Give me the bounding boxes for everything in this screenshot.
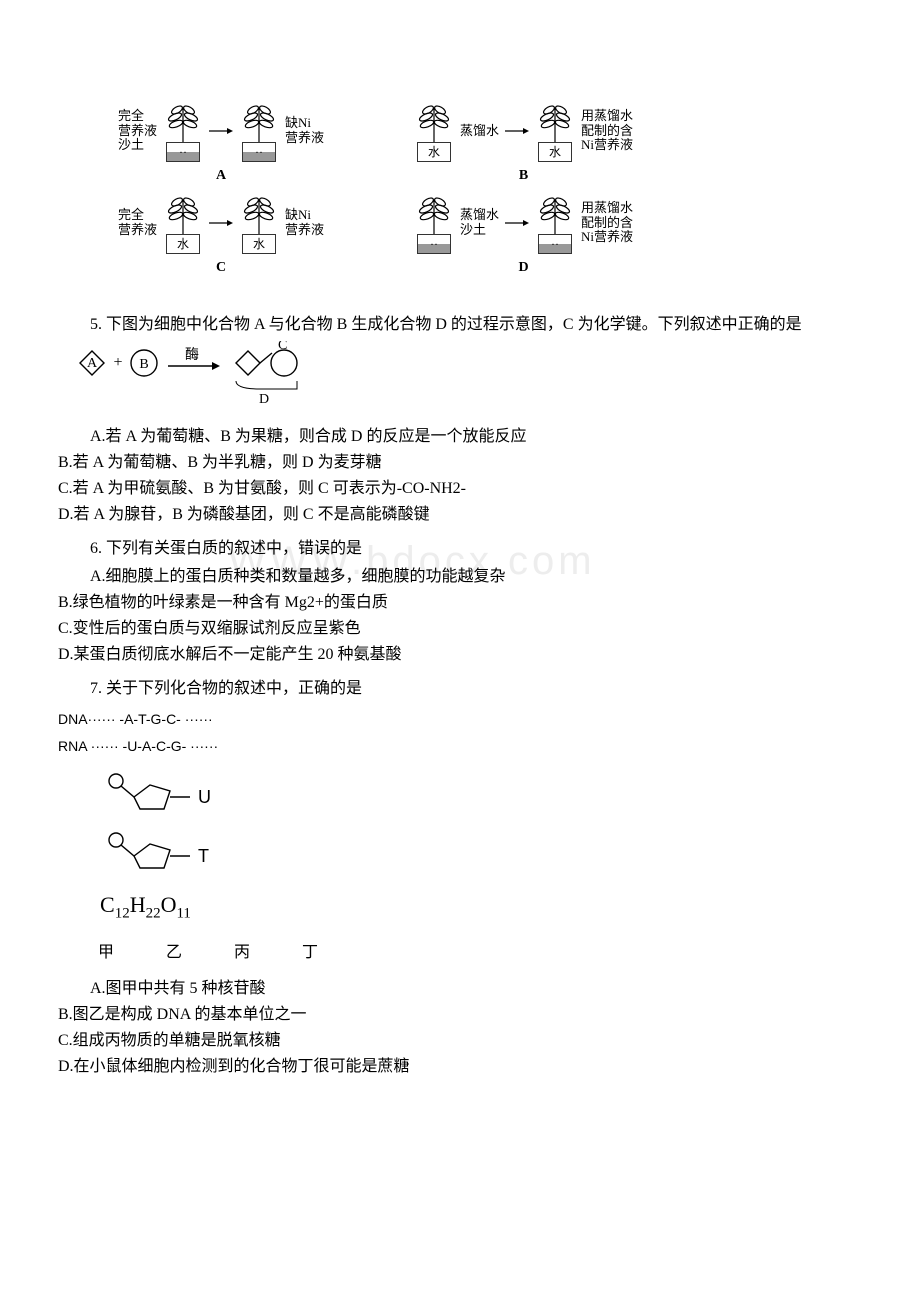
q4-pair-c: 完全 营养液 水 水 缺Ni 营养液 C bbox=[118, 192, 324, 278]
q4-b-left-label: 蒸馏水 bbox=[460, 124, 499, 139]
nuc-u-label: U bbox=[198, 787, 211, 807]
q7-rna: RNA ······ -U-A-C-G- ······ bbox=[58, 733, 862, 760]
q7-opt-b: B.图乙是构成 DNA 的基本单位之一 bbox=[58, 1003, 862, 1027]
q7-label-bing: 丙 bbox=[234, 944, 250, 961]
q6-opt-c: C.变性后的蛋白质与双缩脲试剂反应呈紫色 bbox=[58, 617, 862, 641]
q7-label-yi: 乙 bbox=[166, 944, 182, 961]
q4-pair-a: 完全 营养液 沙土 ·· ·· 缺Ni 营养液 A bbox=[118, 100, 324, 186]
label-text: 用蒸馏水 bbox=[581, 201, 633, 216]
q4-a-left-label: 完全 营养液 沙土 bbox=[118, 109, 157, 154]
q7-formula: C12H22O11 bbox=[100, 888, 862, 925]
q5-figure: A + B 酶 C D bbox=[58, 341, 862, 417]
label-text: 沙土 bbox=[118, 138, 157, 153]
q7-label-ding: 丁 bbox=[302, 944, 318, 961]
pot-label: 水 bbox=[253, 235, 265, 253]
q7-dna-lines: DNA······ -A-T-G-C- ······ RNA ······ -U… bbox=[58, 706, 862, 759]
diag-b-label: B bbox=[139, 357, 148, 372]
arrow-icon bbox=[209, 125, 233, 137]
q6-opt-d: D.某蛋白质彻底水解后不一定能产生 20 种氨基酸 bbox=[58, 643, 862, 667]
svg-text:+: + bbox=[113, 354, 122, 371]
label-text: 营养液 bbox=[118, 223, 157, 238]
q6-opt-b: B.绿色植物的叶绿素是一种含有 Mg2+的蛋白质 bbox=[58, 591, 862, 615]
label-text: 配制的含 bbox=[581, 124, 633, 139]
q4-pair-b: 水 蒸馏水 水 用蒸馏水 配制的含 Ni营养液 B bbox=[414, 100, 633, 186]
q4-a-right-label: 缺Ni 营养液 bbox=[285, 116, 324, 146]
q7-labels: 甲 乙 丙 丁 bbox=[98, 941, 862, 965]
diag-d-label: D bbox=[259, 392, 269, 407]
label-text: 缺Ni bbox=[285, 208, 324, 223]
opt-label-d: D bbox=[518, 257, 528, 278]
label-text: 营养液 bbox=[285, 131, 324, 146]
opt-label-b: B bbox=[519, 165, 528, 186]
q4-row2: 完全 营养液 水 水 缺Ni 营养液 C bbox=[118, 192, 862, 278]
q5-opt-b: B.若 A 为葡萄糖、B 为半乳糖，则 D 为麦芽糖 bbox=[58, 451, 862, 475]
q4-c-left-label: 完全 营养液 bbox=[118, 208, 157, 238]
q7-opt-d: D.在小鼠体细胞内检测到的化合物丁很可能是蔗糖 bbox=[58, 1055, 862, 1079]
label-text: 营养液 bbox=[118, 124, 157, 139]
label-text: 配制的含 bbox=[581, 216, 633, 231]
pot-icon: 水 bbox=[535, 100, 575, 162]
pot-icon: ·· bbox=[414, 192, 454, 254]
q4-d-right-label: 用蒸馏水 配制的含 Ni营养液 bbox=[581, 201, 633, 246]
q5-opt-d: D.若 A 为腺苷，B 为磷酸基团，则 C 不是高能磷酸键 bbox=[58, 503, 862, 527]
diag-c-label: C bbox=[278, 341, 287, 353]
q7-nucleotide-t: T bbox=[98, 828, 862, 882]
q4-row1: 完全 营养液 沙土 ·· ·· 缺Ni 营养液 A bbox=[118, 100, 862, 186]
q5-stem: 5. 下图为细胞中化合物 A 与化合物 B 生成化合物 D 的过程示意图，C 为… bbox=[58, 313, 862, 337]
arrow-icon bbox=[505, 217, 529, 229]
label-text: 完全 bbox=[118, 109, 157, 124]
q5-opt-c: C.若 A 为甲硫氨酸、B 为甘氨酸，则 C 可表示为-CO-NH2- bbox=[58, 477, 862, 501]
diag-a-label: A bbox=[87, 356, 98, 371]
pot-icon: 水 bbox=[414, 100, 454, 162]
label-text: 用蒸馏水 bbox=[581, 109, 633, 124]
opt-label-c: C bbox=[216, 257, 226, 278]
q6-opt-a: A.细胞膜上的蛋白质种类和数量越多，细胞膜的功能越复杂 bbox=[58, 565, 862, 589]
label-text: 完全 bbox=[118, 208, 157, 223]
pot-icon: 水 bbox=[239, 192, 279, 254]
label-text: 蒸馏水 bbox=[460, 208, 499, 223]
label-text: 营养液 bbox=[285, 223, 324, 238]
q5-opt-a: A.若 A 为葡萄糖、B 为果糖，则合成 D 的反应是一个放能反应 bbox=[58, 425, 862, 449]
q7-stem: 7. 关于下列化合物的叙述中，正确的是 bbox=[58, 677, 862, 701]
q4-pair-d: ·· 蒸馏水 沙土 ·· 用蒸馏水 配制的含 Ni营养液 D bbox=[414, 192, 633, 278]
pot-icon: ·· bbox=[239, 100, 279, 162]
pot-icon: ·· bbox=[535, 192, 575, 254]
arrow-icon bbox=[505, 125, 529, 137]
diag-enzyme-label: 酶 bbox=[185, 347, 199, 363]
q7-opt-a: A.图甲中共有 5 种核苷酸 bbox=[58, 977, 862, 1001]
arrow-icon bbox=[209, 217, 233, 229]
pot-label: 水 bbox=[428, 143, 440, 161]
nuc-t-label: T bbox=[198, 846, 209, 866]
q4-c-right-label: 缺Ni 营养液 bbox=[285, 208, 324, 238]
label-text: Ni营养液 bbox=[581, 138, 633, 153]
q4-figure: 完全 营养液 沙土 ·· ·· 缺Ni 营养液 A bbox=[58, 30, 862, 278]
q7-opt-c: C.组成丙物质的单糖是脱氧核糖 bbox=[58, 1029, 862, 1053]
pot-label: 水 bbox=[177, 235, 189, 253]
pot-icon: 水 bbox=[163, 192, 203, 254]
q4-b-right-label: 用蒸馏水 配制的含 Ni营养液 bbox=[581, 109, 633, 154]
pot-icon: ·· bbox=[163, 100, 203, 162]
label-text: Ni营养液 bbox=[581, 230, 633, 245]
q7-dna: DNA······ -A-T-G-C- ······ bbox=[58, 706, 862, 733]
label-text: 缺Ni bbox=[285, 116, 324, 131]
q7-label-jia: 甲 bbox=[98, 944, 114, 961]
pot-label: 水 bbox=[549, 143, 561, 161]
label-text: 沙土 bbox=[460, 223, 499, 238]
q4-d-left-label: 蒸馏水 沙土 bbox=[460, 208, 499, 238]
label-text: 蒸馏水 bbox=[460, 124, 499, 139]
q7-nucleotide-u: U bbox=[98, 769, 862, 823]
q6-stem: 6. 下列有关蛋白质的叙述中，错误的是 bbox=[58, 537, 862, 561]
opt-label-a: A bbox=[216, 165, 226, 186]
